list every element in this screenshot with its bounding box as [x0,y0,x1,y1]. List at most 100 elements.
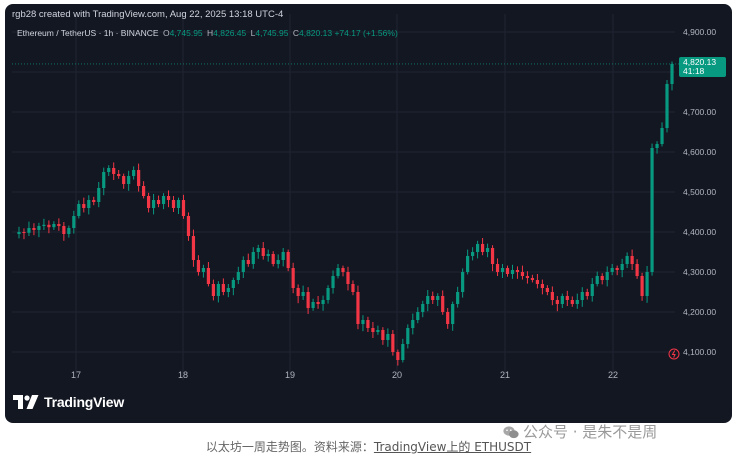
candle-body [416,312,420,320]
watermark-text: 公众号 · 是朱不是周 [523,423,658,441]
candle-body [67,228,71,234]
candle-body [560,296,564,304]
lightning-icon [671,350,676,358]
candle-body [336,268,340,276]
candle-body [92,200,96,202]
candle-body [47,224,51,228]
candle-body [471,252,475,256]
candle-body [311,302,315,308]
countdown-timer: 41:18 [683,66,705,76]
caption-text: 以太坊一周走势图。资料来源： [205,440,374,454]
candle-body [431,296,435,300]
y-axis-tick-label: 4,900.00 [683,27,716,37]
candle-body [52,224,56,228]
candle-body [620,264,624,270]
candle-body [281,252,285,260]
candle-body [545,288,549,292]
low-label: L [250,28,256,38]
last-price-tag [679,56,726,77]
y-axis-tick-label: 4,700.00 [683,107,716,117]
candle-body [480,244,485,252]
candle-body [585,292,589,296]
candle-body [301,292,305,296]
candle-body [386,334,390,340]
candle-body [191,236,196,260]
candle-body [665,84,669,128]
high-label: H [207,28,214,38]
candle-body [535,280,540,284]
candle-body [421,304,425,312]
x-axis-tick-label: 19 [285,370,295,380]
candle-body [361,320,365,324]
candle-body [186,216,191,236]
candle-body [341,268,345,272]
candle-body [291,268,295,288]
candle-body [62,226,66,234]
x-axis-tick-label: 20 [392,370,402,380]
candle-body [112,168,116,174]
candle-body [540,284,544,288]
figure-caption: 以太坊一周走势图。资料来源：TradingView上的 ETHUSDT [0,438,737,455]
tradingview-logo[interactable]: TradingView [13,394,124,410]
candle-body [436,296,440,300]
candle-body [570,300,574,304]
candle-body [196,260,201,272]
wechat-icon [503,426,519,439]
candle-body [600,276,604,280]
close-label: C [292,28,299,38]
candle-body [316,302,320,304]
candle-body [286,252,290,268]
candle-body [406,328,410,344]
candle-body [216,284,220,296]
y-axis-tick-label: 4,400.00 [683,227,716,237]
candle-body [231,280,235,288]
candle-body [246,260,250,264]
candle-body [495,264,500,272]
candle-body [510,270,515,274]
candle-body [515,270,520,272]
candle-body [87,200,91,208]
candle-body [595,276,599,284]
candle-body [640,276,644,296]
candle-body [176,200,181,208]
candle-body [276,260,280,264]
candle-body [590,284,594,296]
caption-source-link[interactable]: TradingView上的 ETHUSDT [373,440,532,454]
candle-body [485,248,490,252]
candle-body [446,312,450,324]
candle-body [132,170,136,176]
candle-body [181,200,186,216]
candle-body [331,276,335,288]
candle-body [37,226,41,230]
open-value: 4,745.95 [169,28,203,38]
candle-body [142,186,146,196]
candle-body [261,248,265,256]
y-axis-tick-label: 4,200.00 [683,307,716,317]
candle-body [171,200,176,208]
candle-body [77,204,81,216]
candle-body [401,344,405,360]
close-value: 4,820.13 [298,28,333,38]
candle-body [82,204,86,208]
x-axis-tick-label: 18 [178,370,188,380]
candle-body [441,296,445,312]
y-axis-tick-label: 4,100.00 [683,347,716,357]
candle-body [376,330,380,332]
x-axis-tick-label: 22 [608,370,618,380]
candle-body [161,196,166,204]
symbol-info: Ethereum / TetherUS · 1h · BINANCE O4,74… [17,28,398,38]
candle-body [236,272,240,280]
candle-body [550,292,554,300]
candle-body [371,328,375,332]
candle-body [555,300,559,304]
x-axis-tick-label: 21 [500,370,510,380]
last-price-value: 4,820.13 [683,57,716,67]
candle-body [580,292,584,300]
y-axis-tick-label: 4,500.00 [683,187,716,197]
candle-body [660,128,664,144]
tradingview-logo-icon [13,395,39,409]
candle-body [356,292,360,324]
candle-body [575,300,579,304]
candle-body [211,284,215,296]
candle-body [17,232,21,234]
